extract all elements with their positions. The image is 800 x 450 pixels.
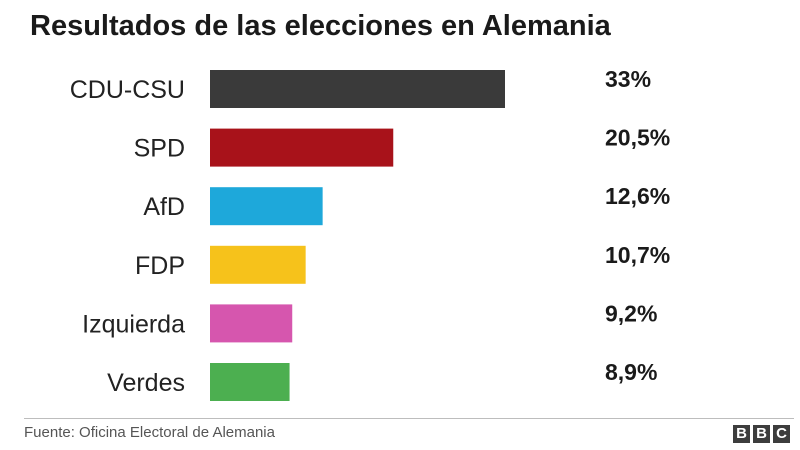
bbc-logo-block: C bbox=[773, 425, 790, 443]
category-label: SPD bbox=[134, 135, 185, 163]
footer-divider bbox=[24, 418, 794, 419]
category-label: Izquierda bbox=[82, 310, 185, 338]
bar-spd bbox=[210, 128, 394, 167]
value-label: 8,9% bbox=[605, 359, 657, 385]
value-label: 20,5% bbox=[605, 125, 670, 151]
bar-verdes bbox=[210, 363, 290, 401]
bbc-logo-block: B bbox=[753, 425, 770, 443]
category-label: CDU-CSU bbox=[70, 76, 185, 104]
chart-title: Resultados de las elecciones en Alemania bbox=[30, 10, 611, 42]
bar-fdp bbox=[210, 245, 306, 284]
value-label: 12,6% bbox=[605, 183, 670, 209]
category-label: AfD bbox=[143, 193, 185, 221]
category-label: Verdes bbox=[107, 369, 185, 397]
category-label: FDP bbox=[135, 252, 185, 280]
bar-izquierda bbox=[210, 304, 293, 343]
value-label: 9,2% bbox=[605, 300, 657, 326]
bbc-logo: B B C bbox=[733, 425, 790, 443]
value-label: 33% bbox=[605, 66, 651, 92]
bar-chart: CDU-CSU 33% SPD 20,5% AfD 12,6% FDP 10,7% Izquie… bbox=[70, 66, 670, 401]
value-label: 10,7% bbox=[605, 242, 670, 268]
source-note: Fuente: Oficina Electoral de Alemania bbox=[24, 424, 275, 441]
bbc-logo-block: B bbox=[733, 425, 750, 443]
bar-afd bbox=[210, 187, 323, 226]
bar-cdu-csu bbox=[210, 70, 505, 108]
